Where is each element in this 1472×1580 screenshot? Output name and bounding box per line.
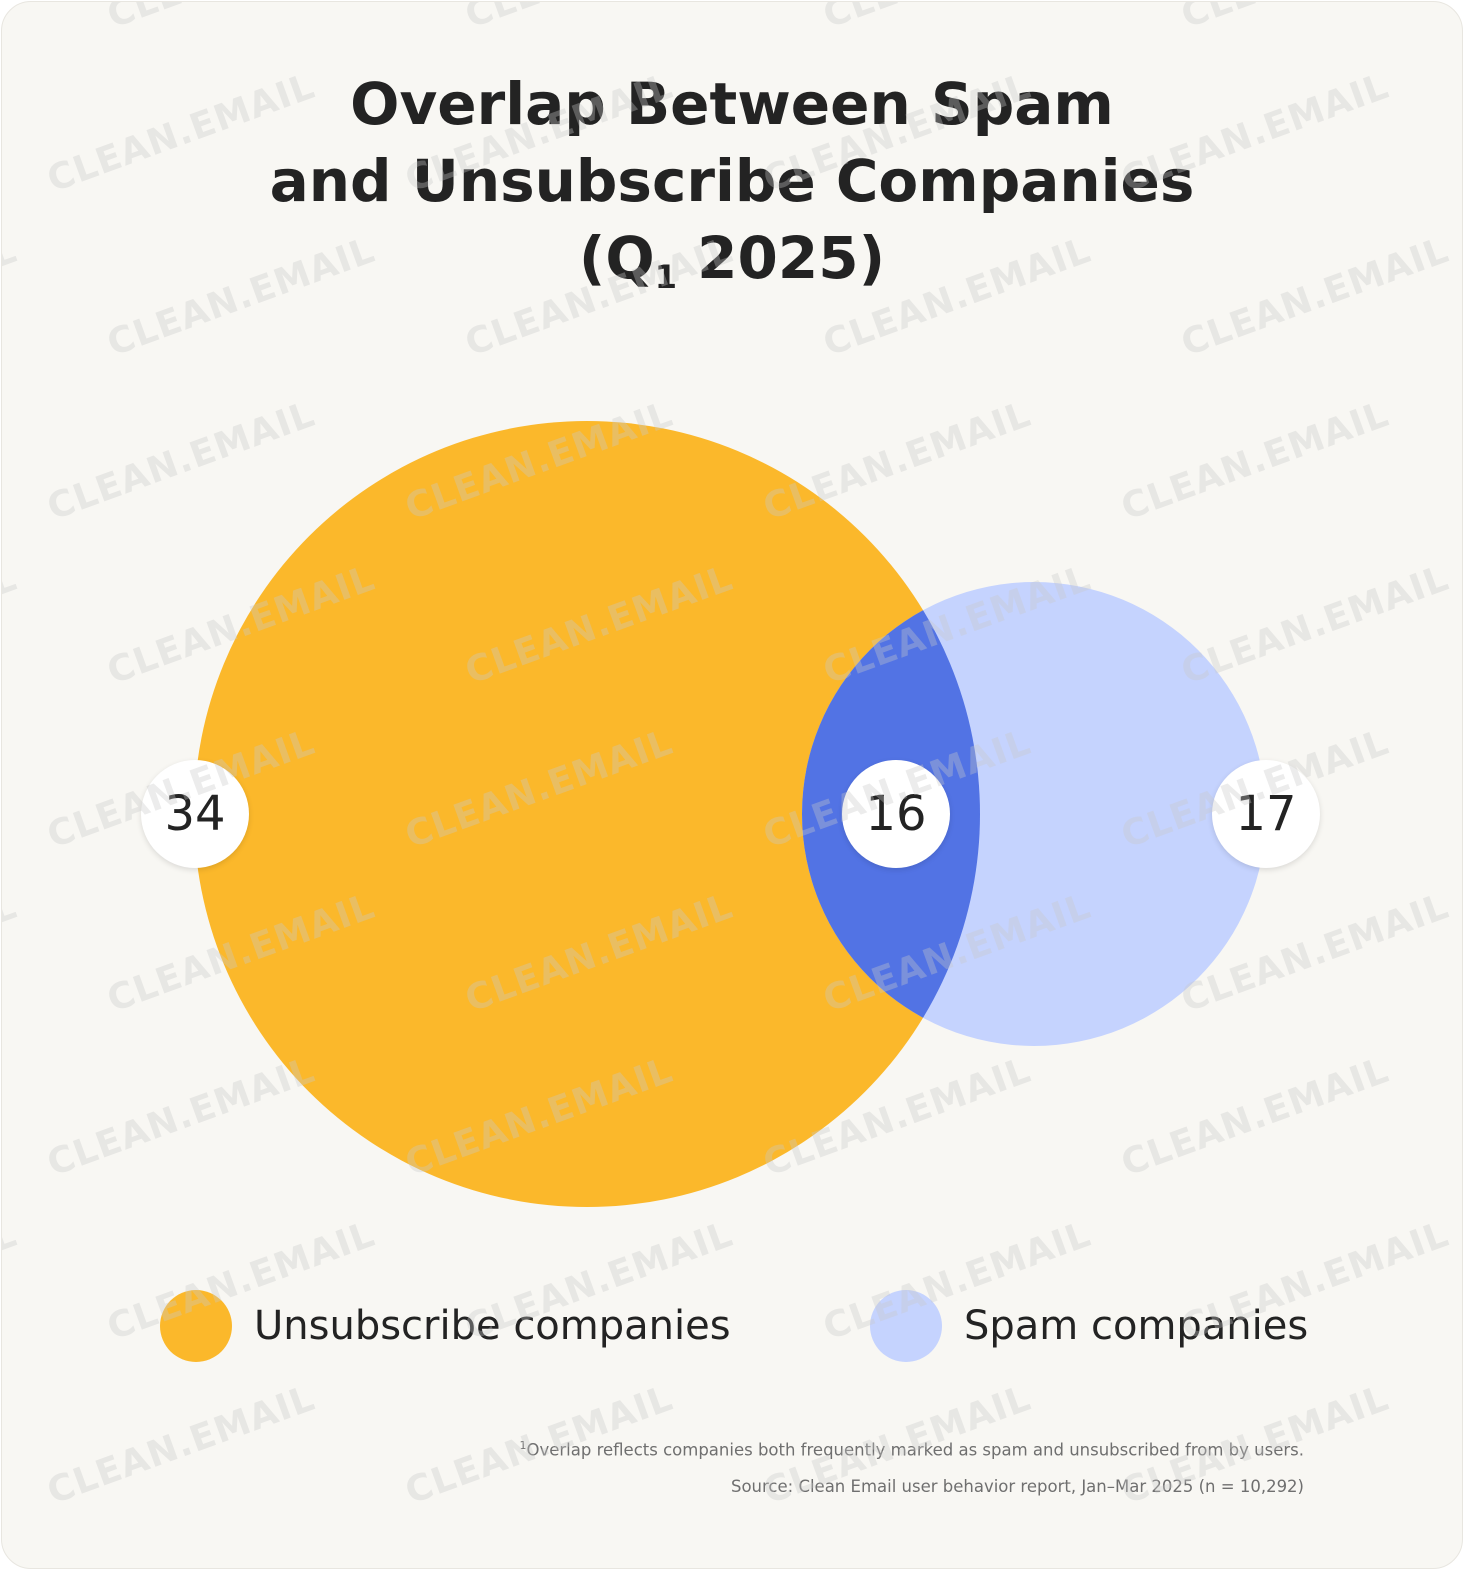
overlap-region xyxy=(802,582,980,1046)
title-line-2: and Unsubscribe Companies xyxy=(269,147,1195,215)
unsubscribe-circle xyxy=(194,421,980,1207)
footnote: 1Overlap reflects companies both frequen… xyxy=(519,1439,1304,1460)
legend-item-unsubscribe: Unsubscribe companies xyxy=(160,1290,731,1362)
legend-label-unsubscribe: Unsubscribe companies xyxy=(254,1303,731,1349)
overlap-value: 16 xyxy=(842,760,950,868)
chart-title: Overlap Between Spam and Unsubscribe Com… xyxy=(2,66,1462,316)
unsubscribe-only-value: 34 xyxy=(141,760,249,868)
footnote-text: Overlap reflects companies both frequent… xyxy=(526,1440,1304,1460)
legend-swatch-unsubscribe xyxy=(160,1290,232,1362)
title-line-3: (Q1 2025) xyxy=(578,224,886,296)
title-line-1: Overlap Between Spam xyxy=(350,70,1114,138)
spam-only-value: 17 xyxy=(1212,760,1320,868)
footnote-marker: 1 xyxy=(519,1439,527,1452)
source-note: Source: Clean Email user behavior report… xyxy=(730,1477,1304,1496)
legend-label-spam: Spam companies xyxy=(964,1303,1309,1349)
legend-item-spam: Spam companies xyxy=(870,1290,1308,1362)
legend-swatch-spam xyxy=(870,1290,942,1362)
